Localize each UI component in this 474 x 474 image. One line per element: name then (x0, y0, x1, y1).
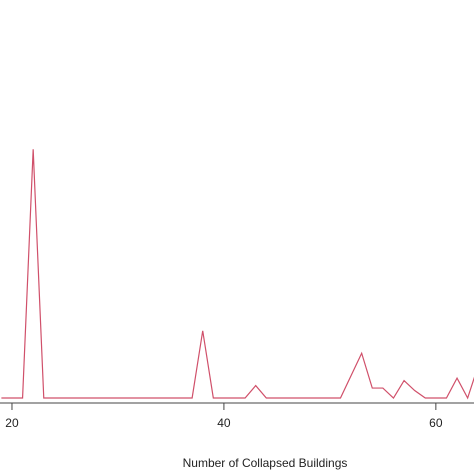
x-tick-label: 20 (5, 416, 19, 430)
x-tick-label: 60 (429, 416, 443, 430)
x-tick-label: 40 (217, 416, 231, 430)
line-series (1, 149, 474, 400)
x-axis-label: Number of Collapsed Buildings (183, 456, 348, 470)
